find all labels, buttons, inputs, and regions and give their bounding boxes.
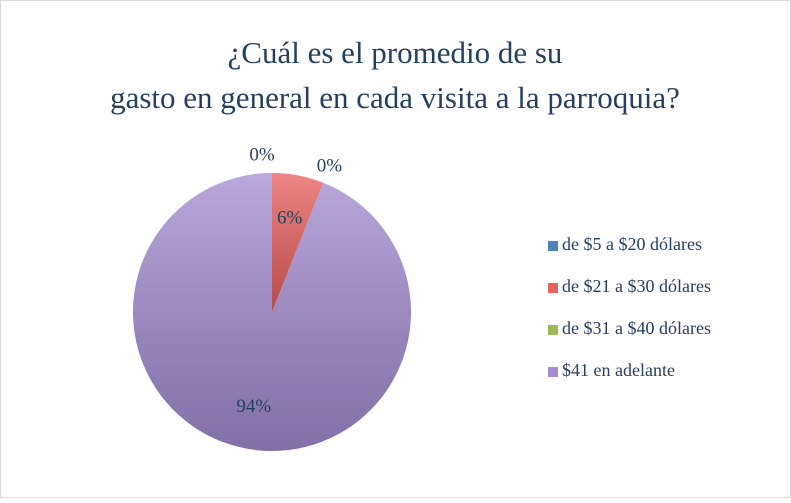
legend-swatch: [548, 367, 558, 377]
data-label: 94%: [236, 396, 271, 417]
data-label: 6%: [277, 208, 303, 229]
legend-swatch: [548, 325, 558, 335]
pie-slice-shade: [272, 173, 324, 312]
pie-slice-shade: [133, 173, 412, 451]
legend-label: de $5 a $20 dólares: [562, 234, 702, 254]
legend-swatch: [548, 283, 558, 293]
legend-label: $41 en adelante: [562, 360, 675, 380]
legend-label: de $31 a $40 dólares: [562, 318, 711, 338]
chart-title: ¿Cuál es el promedio de su gasto en gener…: [110, 35, 680, 115]
data-label: 0%: [317, 155, 343, 176]
legend-label: de $21 a $30 dólares: [562, 276, 711, 296]
legend-swatch: [548, 241, 558, 251]
data-label: 0%: [249, 144, 275, 165]
